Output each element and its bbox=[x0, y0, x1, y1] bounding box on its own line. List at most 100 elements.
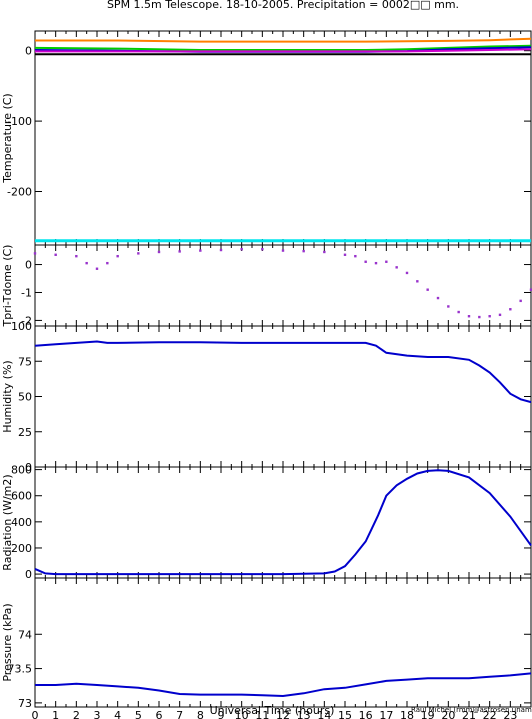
y-axis-label: Humidity (%) bbox=[1, 360, 14, 432]
y-axis-label: Tpri-Tdome (C) bbox=[1, 245, 14, 328]
x-tick-label: 2 bbox=[73, 709, 80, 719]
y-tick-label: -200 bbox=[7, 186, 32, 199]
x-tick-label: 16 bbox=[359, 709, 373, 719]
data-point bbox=[498, 313, 502, 317]
panel-tpri_tdome: 0 -1 -2 Tpri-Tdome (C) bbox=[1, 244, 532, 328]
y-tick-label: 0 bbox=[25, 568, 32, 581]
y-tick-label: 50 bbox=[18, 391, 32, 404]
data-point bbox=[199, 249, 202, 252]
data-point bbox=[219, 248, 223, 252]
data-point bbox=[364, 260, 367, 263]
panels: 0 -100 -200 Temperature (C) 0 -1 -2 Tpri-Tdome … bbox=[1, 30, 532, 719]
x-tick-label: 22 bbox=[483, 709, 497, 719]
y-tick-label: -2 bbox=[21, 314, 32, 327]
x-tick-label: 13 bbox=[297, 709, 311, 719]
data-point bbox=[85, 261, 88, 265]
data-point bbox=[137, 252, 140, 255]
plot-frame bbox=[34, 244, 532, 327]
data-point bbox=[478, 315, 481, 319]
credit-text: Raul Michel (rmm@astrosen.unam.mx) bbox=[411, 706, 532, 714]
series-line-0 bbox=[34, 469, 532, 576]
plot-frame bbox=[34, 30, 532, 246]
x-tick-label: 21 bbox=[462, 709, 476, 719]
data-point bbox=[447, 305, 450, 308]
data-point bbox=[509, 308, 512, 311]
y-tick-label: 800 bbox=[11, 464, 32, 477]
plot-frame bbox=[34, 577, 532, 708]
x-tick-label: 12 bbox=[276, 709, 290, 719]
x-tick-label: 0 bbox=[32, 709, 39, 719]
x-tick-label: 20 bbox=[441, 709, 455, 719]
data-point bbox=[436, 296, 440, 300]
data-point bbox=[343, 253, 347, 256]
y-tick-label: 74 bbox=[18, 628, 32, 641]
x-tick-label: 17 bbox=[379, 709, 393, 719]
data-point bbox=[106, 261, 109, 265]
series-line-1 bbox=[34, 44, 532, 51]
y-axis-label: Radiation (W/m2) bbox=[1, 474, 14, 570]
y-tick-label: 75 bbox=[18, 355, 32, 368]
y-tick-label: 400 bbox=[11, 516, 32, 529]
x-tick-label: 6 bbox=[156, 709, 163, 719]
panel-temperature: 0 -100 -200 Temperature (C) bbox=[1, 30, 532, 246]
y-tick-label: 73.5 bbox=[8, 663, 33, 676]
x-tick-label: 10 bbox=[235, 709, 249, 719]
series-line-0 bbox=[34, 340, 532, 404]
data-point bbox=[261, 247, 264, 251]
y-tick-label: 25 bbox=[18, 426, 32, 439]
y-tick-label: 200 bbox=[11, 542, 32, 555]
x-tick-label: 23 bbox=[503, 709, 517, 719]
y-tick-label: 600 bbox=[11, 490, 32, 503]
x-tick-label: 1 bbox=[52, 709, 59, 719]
x-tick-label: 5 bbox=[135, 709, 142, 719]
data-point bbox=[457, 310, 460, 314]
y-axis-label: Pressure (kPa) bbox=[1, 603, 14, 681]
data-point bbox=[529, 288, 532, 291]
x-tick-label: 11 bbox=[255, 709, 269, 719]
data-point bbox=[385, 260, 388, 263]
data-point bbox=[240, 247, 243, 251]
data-point bbox=[405, 271, 409, 275]
y-tick-label: 73 bbox=[18, 697, 32, 710]
data-point bbox=[467, 315, 471, 318]
plot-frame bbox=[34, 325, 532, 468]
x-tick-label: 18 bbox=[400, 709, 414, 719]
x-tick-label: 3 bbox=[94, 709, 101, 719]
x-axis-label: Universal Time (hours) bbox=[210, 704, 335, 717]
y-tick-label: 0 bbox=[25, 259, 32, 272]
series-line-0 bbox=[35, 672, 532, 698]
data-point bbox=[426, 288, 429, 291]
data-point bbox=[178, 250, 181, 253]
y-tick-label: 0 bbox=[25, 45, 32, 58]
data-point bbox=[33, 252, 37, 255]
data-point bbox=[395, 266, 398, 269]
data-point bbox=[95, 267, 99, 270]
data-point bbox=[354, 254, 357, 258]
y-tick-label: 0 bbox=[25, 461, 32, 474]
data-point bbox=[54, 253, 57, 256]
data-point bbox=[281, 249, 285, 252]
data-point bbox=[75, 254, 78, 258]
data-point bbox=[416, 280, 419, 283]
y-tick-label: -100 bbox=[7, 115, 32, 128]
data-point bbox=[323, 250, 326, 254]
x-tick-label: 8 bbox=[197, 709, 204, 719]
series-line-0 bbox=[35, 37, 532, 43]
y-tick-label: -1 bbox=[21, 286, 32, 299]
data-point bbox=[116, 254, 119, 258]
x-tick-label: 15 bbox=[338, 709, 352, 719]
data-point bbox=[374, 261, 378, 265]
y-axis-label: Temperature (C) bbox=[1, 93, 14, 183]
panel-humidity: 0 25 50 75 100 Humidity (%) bbox=[1, 320, 532, 474]
data-point bbox=[302, 249, 305, 253]
x-tick-label: 9 bbox=[218, 709, 225, 719]
x-tick-label: 4 bbox=[114, 709, 121, 719]
series-line-3 bbox=[35, 48, 532, 53]
x-tick-label: 7 bbox=[176, 709, 183, 719]
data-point bbox=[157, 250, 161, 254]
data-point bbox=[519, 299, 522, 303]
chart-title: SPM 1.5m Telescope. 18-10-2005. Precipit… bbox=[107, 0, 459, 11]
